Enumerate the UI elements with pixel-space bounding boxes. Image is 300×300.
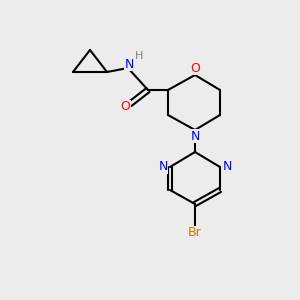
- Text: N: N: [190, 130, 200, 142]
- Text: O: O: [190, 61, 200, 74]
- Text: N: N: [124, 58, 134, 70]
- Text: O: O: [120, 100, 130, 113]
- Text: N: N: [158, 160, 168, 173]
- Text: H: H: [135, 51, 143, 61]
- Text: N: N: [222, 160, 232, 173]
- Text: Br: Br: [188, 226, 202, 239]
